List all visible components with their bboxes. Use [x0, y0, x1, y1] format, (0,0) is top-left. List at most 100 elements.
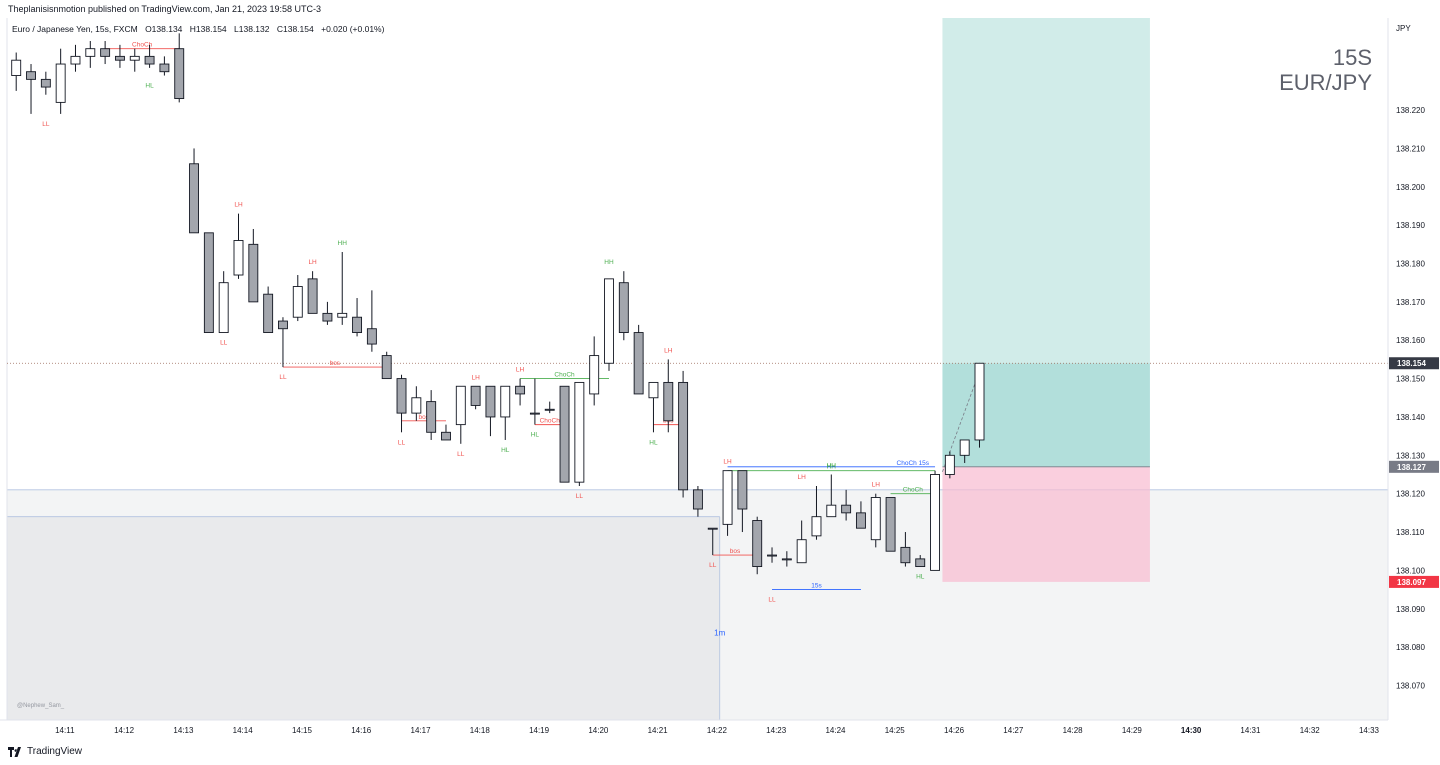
time-tick: 14:33	[1359, 726, 1380, 735]
price-tag-entry	[1389, 460, 1439, 473]
structure-label: HH	[604, 259, 614, 266]
price-axis-unit: JPY	[1396, 24, 1411, 33]
publisher-line: Theplanisisnmotion published on TradingV…	[8, 4, 322, 14]
candle-up	[826, 504, 837, 518]
price-tick: 138.090	[1396, 605, 1425, 614]
candle-down	[915, 558, 926, 568]
time-tick: 14:25	[885, 726, 906, 735]
candle-up	[55, 63, 66, 103]
candle-down	[189, 163, 199, 234]
candle-up	[85, 48, 96, 57]
candle-up	[233, 240, 244, 276]
candle-down	[559, 385, 570, 483]
structure-label: LH	[872, 482, 881, 489]
time-tick: 14:32	[1300, 726, 1321, 735]
candle-down	[322, 312, 333, 322]
candle-down	[100, 48, 111, 57]
candle-down	[441, 431, 451, 441]
background-layer: 1m	[6, 18, 1388, 720]
time-tick: 14:27	[1003, 726, 1024, 735]
structure-label: LH	[471, 374, 480, 381]
price-tag-last	[1389, 357, 1439, 370]
author-tag: @Nephew_Sam_	[17, 703, 65, 709]
candle-layer	[11, 33, 985, 575]
candle-up	[604, 278, 614, 364]
price-tag-label: 138.154	[1397, 359, 1426, 368]
watermark-symbol: EUR/JPY	[1279, 70, 1372, 95]
structure-label: HL	[649, 439, 658, 446]
watermark-interval: 15S	[1332, 45, 1372, 70]
structure-line-label: ChoCh	[132, 42, 153, 49]
price-tag-label: 138.097	[1397, 578, 1426, 587]
price-tag-stop	[1389, 575, 1439, 588]
structure-label: LL	[709, 562, 717, 569]
price-tick: 138.100	[1396, 566, 1425, 575]
candle-down	[678, 381, 689, 491]
candle-down	[752, 520, 763, 568]
structure-line-label: ChoCh	[554, 372, 575, 379]
price-tick: 138.070	[1396, 681, 1425, 690]
candle-up	[767, 554, 777, 557]
structure-label: LL	[398, 439, 406, 446]
price-tick: 138.150	[1396, 375, 1425, 384]
candle-up	[870, 497, 881, 541]
candle-down	[26, 71, 36, 80]
candle-down	[159, 63, 170, 73]
candle-up	[974, 362, 985, 441]
ohlc-close: C138.154	[276, 24, 314, 34]
ohlc-change: +0.020 (+0.01%)	[321, 24, 385, 34]
time-tick: 14:14	[233, 726, 254, 735]
structure-line-label: ChoCh	[540, 418, 561, 425]
candle-up	[589, 355, 600, 395]
candle-up	[796, 539, 807, 564]
candle-down	[203, 232, 214, 334]
candle-up	[70, 55, 81, 65]
structure-label: LL	[576, 493, 584, 500]
time-tick: 14:19	[529, 726, 550, 735]
candle-down	[352, 316, 363, 334]
candle-up	[529, 412, 540, 415]
structure-label: LL	[279, 374, 287, 381]
candle-down	[40, 78, 51, 88]
time-tick: 14:28	[1063, 726, 1084, 735]
time-tick: 14:23	[766, 726, 787, 735]
time-tick: 14:12	[114, 726, 135, 735]
price-tick: 138.110	[1396, 528, 1425, 537]
time-tick: 14:30	[1181, 726, 1202, 735]
tradingview-logo-icon	[8, 746, 24, 757]
candle-up	[722, 470, 733, 525]
candle-down	[618, 282, 629, 334]
time-tick: 14:16	[351, 726, 372, 735]
structure-line-label: ChoCh 15s	[897, 460, 930, 467]
candle-up	[544, 408, 555, 411]
candle-down	[633, 332, 644, 395]
price-tick: 138.180	[1396, 260, 1425, 269]
tradingview-footer[interactable]: TradingView	[8, 746, 82, 757]
candle-up	[574, 381, 585, 483]
candle-down	[307, 278, 318, 314]
htf-zone-lower	[7, 516, 720, 720]
candle-up	[648, 381, 659, 399]
candle-up	[337, 312, 348, 318]
price-tick: 138.210	[1396, 144, 1425, 153]
axis-layer: JPY 138.220 138.210 138.200 138.190 138.180 13…	[0, 18, 1439, 735]
structure-label: LH	[516, 367, 525, 374]
symbol-name[interactable]: Euro / Japanese Yen, 15s, FXCM	[12, 24, 138, 34]
time-tick: 14:20	[588, 726, 609, 735]
candle-down	[278, 320, 288, 330]
ohlc-low: L138.132	[234, 24, 270, 34]
time-tick: 14:24	[825, 726, 846, 735]
price-tick: 138.130	[1396, 451, 1425, 460]
structure-label: HL	[531, 432, 540, 439]
candle-down	[144, 55, 155, 65]
price-tick: 138.170	[1396, 298, 1425, 307]
candle-up	[781, 558, 792, 561]
candle-up	[707, 527, 718, 530]
candle-down	[515, 385, 526, 395]
structure-label: LL	[457, 451, 465, 458]
price-tick: 138.160	[1396, 336, 1425, 345]
structure-line-label: bos	[419, 414, 430, 421]
candle-up	[411, 397, 422, 414]
time-tick: 14:22	[707, 726, 728, 735]
